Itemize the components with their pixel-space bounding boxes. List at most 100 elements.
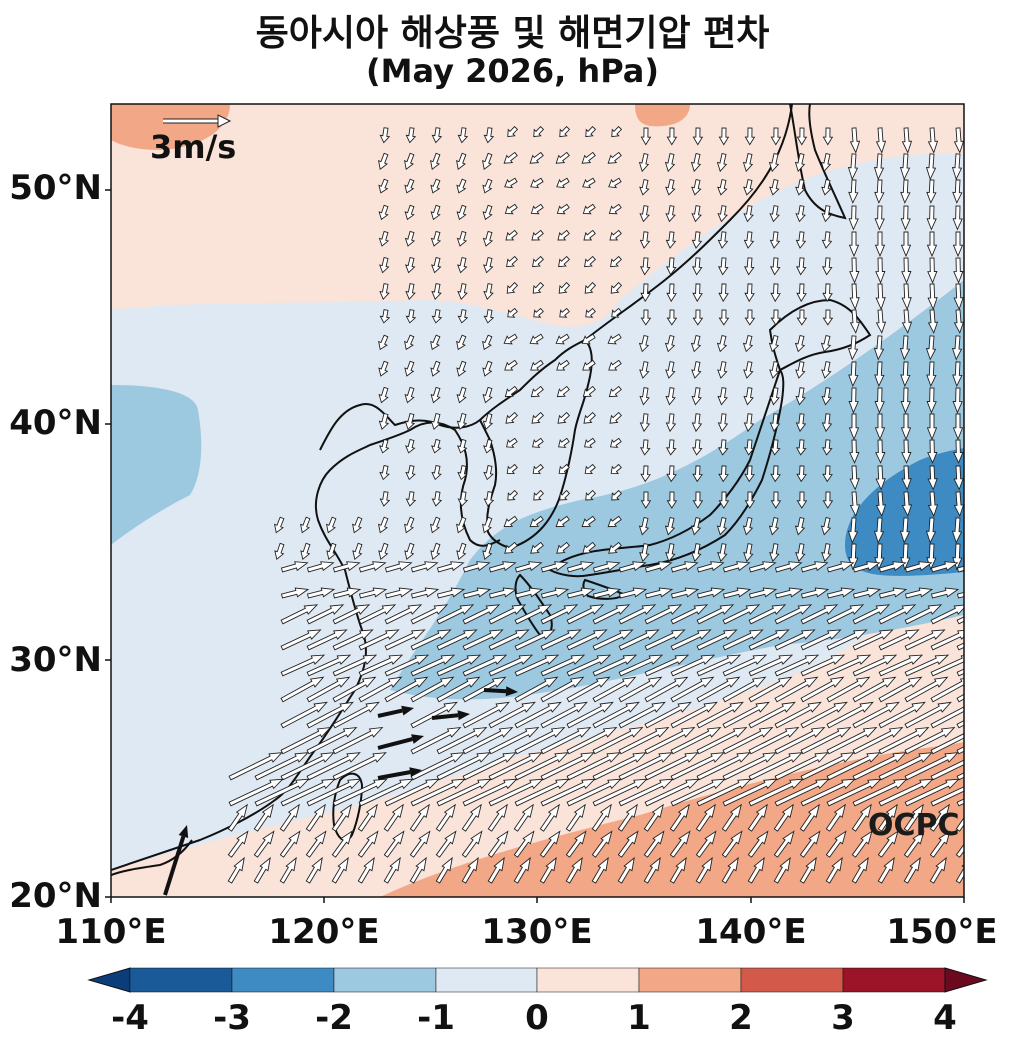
wind-vector-arrow [410, 587, 440, 599]
wind-vector-arrow [513, 856, 531, 884]
wind-vector-arrow [436, 629, 478, 651]
wind-vector-arrow [457, 127, 469, 144]
wind-vector-arrow [878, 752, 933, 781]
wind-vector-arrow [592, 604, 631, 625]
wind-vector-arrow [875, 309, 887, 334]
wind-vector-arrow [358, 604, 397, 625]
wind-vector-arrow [405, 438, 416, 454]
wind-vector-arrow [431, 438, 442, 454]
wind-vector-arrow [744, 283, 755, 303]
wind-vector-arrow [747, 803, 768, 832]
wind-vector-arrow [796, 309, 808, 326]
wind-vector-arrow [852, 604, 891, 625]
wind-vector-arrow [691, 387, 702, 406]
wind-vector-arrow [821, 361, 832, 379]
wind-vector-arrow [377, 734, 424, 750]
wind-vector-arrow [670, 726, 722, 755]
coast-china [111, 421, 501, 871]
wind-vector-arrow [953, 127, 964, 154]
wind-vector-arrow [926, 205, 937, 231]
wind-vector-arrow [592, 778, 648, 807]
wind-vector-arrow [456, 230, 468, 247]
wind-vector-arrow [280, 676, 325, 703]
wind-vector-arrow [796, 127, 808, 146]
wind-vector-arrow [461, 856, 479, 884]
wind-vector-arrow [925, 517, 937, 544]
wind-vector-arrow [383, 830, 405, 858]
wind-vector-arrow [927, 439, 938, 464]
wind-vector-arrow [332, 654, 378, 677]
wind-vector-arrow [457, 491, 469, 507]
coast-russia [584, 104, 793, 341]
wind-vector-arrow [639, 361, 650, 379]
wind-vector-arrow [848, 231, 860, 258]
wind-vector-arrow [639, 179, 650, 196]
wind-vector-arrow [722, 629, 764, 651]
wind-vector-arrow [926, 179, 937, 204]
wind-vector-arrow [717, 205, 728, 223]
wind-vector-arrow [482, 542, 493, 561]
wind-vector-arrow [717, 179, 728, 196]
wind-vector-arrow [379, 283, 390, 301]
wind-vector-arrow [566, 561, 595, 573]
wind-vector-arrow [357, 803, 378, 832]
wind-vector-arrow [717, 231, 729, 249]
wind-vector-arrow [769, 179, 780, 196]
wind-vector-arrow [852, 726, 904, 755]
wind-vector-arrow [849, 491, 861, 518]
wind-vector-arrow [849, 283, 860, 311]
wind-vector-arrow [488, 726, 540, 755]
wind-vector-arrow [559, 307, 570, 318]
wind-vector-arrow [875, 439, 886, 464]
wind-vector-arrow [556, 541, 570, 554]
wind-vector-arrow [768, 153, 780, 173]
wind-vector-arrow [821, 231, 833, 249]
wind-vector-arrow [410, 726, 462, 755]
wind-vector-arrow [904, 587, 934, 599]
wind-vector-arrow [556, 203, 570, 215]
wind-vector-arrow [332, 629, 374, 651]
wind-vector-arrow [514, 701, 562, 729]
wind-vector-arrow [482, 230, 494, 247]
wind-vector-arrow [555, 333, 570, 345]
wind-vector-arrow [618, 654, 664, 677]
wind-vector-arrow [666, 309, 678, 326]
wind-vector-arrow [506, 437, 518, 448]
wind-vector-arrow [358, 778, 414, 807]
wind-vector-arrow [456, 516, 467, 534]
wind-vector-arrow [874, 231, 886, 258]
wind-vector-arrow [904, 604, 943, 625]
wind-vector-arrow [306, 604, 345, 625]
wind-vector-arrow [670, 752, 725, 781]
wind-vector-arrow [904, 778, 960, 807]
wind-vector-arrow [800, 604, 839, 625]
wind-vector-arrow [462, 587, 492, 599]
wind-vector-arrow [848, 413, 860, 441]
wind-vector-arrow [930, 733, 964, 755]
wind-vector-arrow [457, 309, 469, 324]
wind-vector-arrow [847, 517, 859, 544]
pressure-anomaly-field [111, 104, 964, 897]
wind-vector-arrow [254, 778, 310, 807]
lat-label-30: 30°N [9, 640, 102, 680]
wind-vector-arrow [640, 309, 652, 326]
wind-vector-arrow [852, 654, 898, 677]
wind-vector-arrow [901, 439, 912, 464]
lon-label-130: 130°E [481, 912, 593, 952]
wind-vector-arrow [849, 439, 860, 464]
wind-vector-arrow [581, 515, 596, 528]
wind-vector-arrow [581, 151, 596, 164]
wind-vector-arrow [456, 386, 467, 404]
wind-vector-arrow [670, 587, 700, 599]
wind-vector-arrow [462, 561, 491, 573]
wind-vector-arrow [457, 257, 468, 274]
wind-vector-arrow [306, 561, 335, 573]
wind-vector-arrow [532, 463, 544, 474]
wind-vector-arrow [585, 125, 597, 138]
wind-vector-arrow [228, 752, 283, 781]
wind-vector-arrow [404, 360, 415, 377]
colorbar-label: 3 [831, 998, 855, 1038]
wind-vector-arrow [436, 654, 482, 677]
wind-vector-arrow [878, 561, 907, 573]
